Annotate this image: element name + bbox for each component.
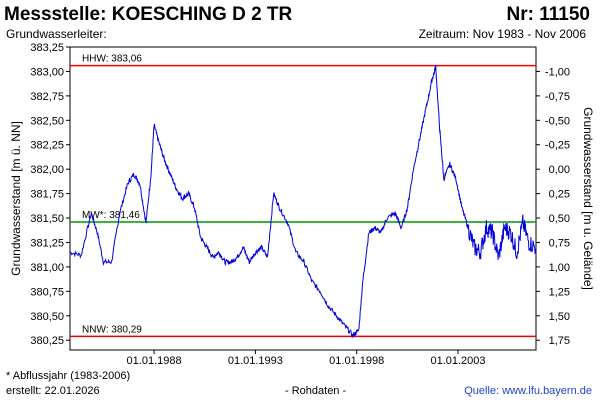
plot-frame xyxy=(69,46,537,351)
y-tick-label: 381,00 xyxy=(30,262,64,274)
station-title: Messstelle: KOESCHING D 2 TR xyxy=(4,4,293,25)
raw-data-label: - Rohdaten - xyxy=(285,385,347,397)
y-tick-label: 380,25 xyxy=(30,335,64,347)
created-date: erstellt: 22.01.2026 xyxy=(6,385,100,397)
y2-tick-label: 0,25 xyxy=(549,189,570,201)
y2-tick-label: 0,00 xyxy=(549,164,570,176)
reference-line-label: NNW: 380,29 xyxy=(82,324,142,335)
x-tick-label: 01.01.1993 xyxy=(228,355,283,367)
reference-line-label: HHW: 383,06 xyxy=(82,54,142,65)
y-tick-label: 383,00 xyxy=(30,66,64,78)
y-tick-label: 382,00 xyxy=(30,164,64,176)
y-tick-label: 381,25 xyxy=(30,237,64,249)
y-tick-label: 381,75 xyxy=(30,189,64,201)
y-tick-label: 382,50 xyxy=(30,115,64,127)
y2-tick-label: 1,50 xyxy=(549,311,570,323)
y-tick-label: 381,50 xyxy=(30,213,64,225)
y2-tick-label: -0,50 xyxy=(545,115,570,127)
y-tick-label: 382,25 xyxy=(30,140,64,152)
source-link[interactable]: Quelle: www.lfu.bayern.de xyxy=(464,385,592,397)
reference-line-label: MW*: 381,46 xyxy=(82,210,140,221)
x-tick-label: 01.01.1998 xyxy=(329,355,384,367)
y-tick-label: 380,75 xyxy=(30,286,64,298)
y-tick-label: 382,75 xyxy=(30,91,64,103)
y-tick-label: 380,50 xyxy=(30,311,64,323)
y-axis-label: Grundwasserstand [m ü. NN] xyxy=(9,121,23,276)
footnote-hydrological-year: * Abflussjahr (1983-2006) xyxy=(6,370,131,382)
y2-tick-label: 1,25 xyxy=(549,286,570,298)
y2-tick-label: -0,25 xyxy=(545,140,570,152)
station-number: Nr: 11150 xyxy=(506,4,590,25)
y2-axis-label: Grundwasserstand [m u. Gelände] xyxy=(581,107,595,290)
x-tick-label: 01.01.1988 xyxy=(127,355,182,367)
period-label: Zeitraum: Nov 1983 - Nov 2006 xyxy=(418,27,586,41)
groundwater-level-line xyxy=(69,64,537,339)
y2-tick-label: -1,00 xyxy=(545,66,570,78)
aquifer-label: Grundwasserleiter: xyxy=(6,27,107,41)
x-tick-label: 01.01.2003 xyxy=(430,355,485,367)
y2-tick-label: 0,75 xyxy=(549,237,570,249)
y2-tick-label: 0,50 xyxy=(549,213,570,225)
y-tick-label: 383,25 xyxy=(30,42,64,54)
y2-tick-label: 1,75 xyxy=(549,335,570,347)
y2-tick-label: -0,75 xyxy=(545,91,570,103)
y2-tick-label: 1,00 xyxy=(549,262,570,274)
